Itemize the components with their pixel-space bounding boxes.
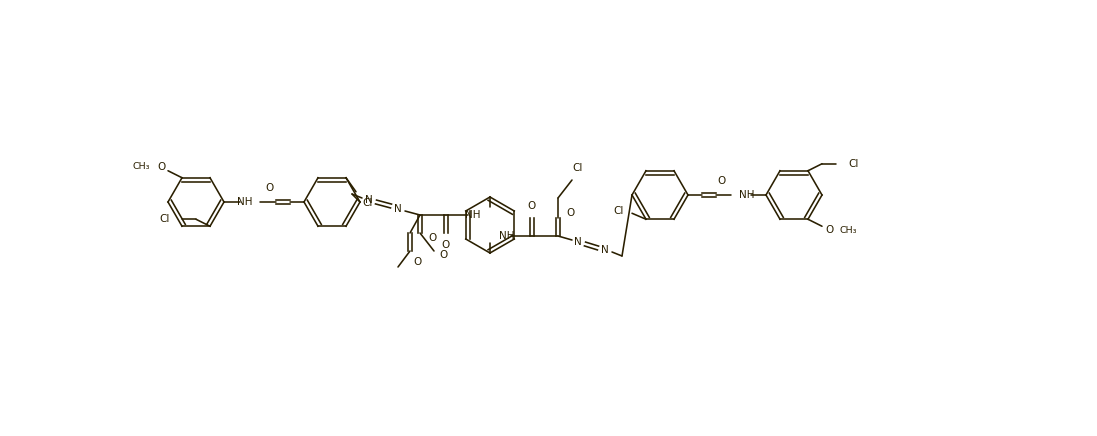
Text: Cl: Cl — [362, 198, 372, 208]
Text: Cl: Cl — [573, 163, 584, 173]
Text: O: O — [825, 225, 833, 235]
Text: CH₃: CH₃ — [133, 162, 150, 171]
Text: NH: NH — [464, 210, 480, 220]
Text: Cl: Cl — [613, 206, 624, 216]
Text: NH: NH — [499, 231, 514, 241]
Text: NH: NH — [739, 190, 755, 200]
Text: O: O — [528, 201, 536, 211]
Text: O: O — [157, 162, 166, 172]
Text: O: O — [428, 233, 437, 243]
Text: N: N — [394, 204, 402, 214]
Text: NH: NH — [237, 197, 252, 207]
Text: O: O — [442, 240, 450, 250]
Text: O: O — [566, 208, 574, 218]
Text: N: N — [574, 237, 581, 247]
Text: N: N — [601, 245, 609, 255]
Text: O: O — [264, 183, 273, 193]
Text: Cl: Cl — [160, 214, 170, 224]
Text: O: O — [717, 176, 726, 186]
Text: O: O — [414, 257, 422, 267]
Text: CH₃: CH₃ — [840, 226, 858, 235]
Text: Cl: Cl — [848, 159, 858, 169]
Text: N: N — [365, 195, 373, 205]
Text: O: O — [440, 250, 449, 260]
